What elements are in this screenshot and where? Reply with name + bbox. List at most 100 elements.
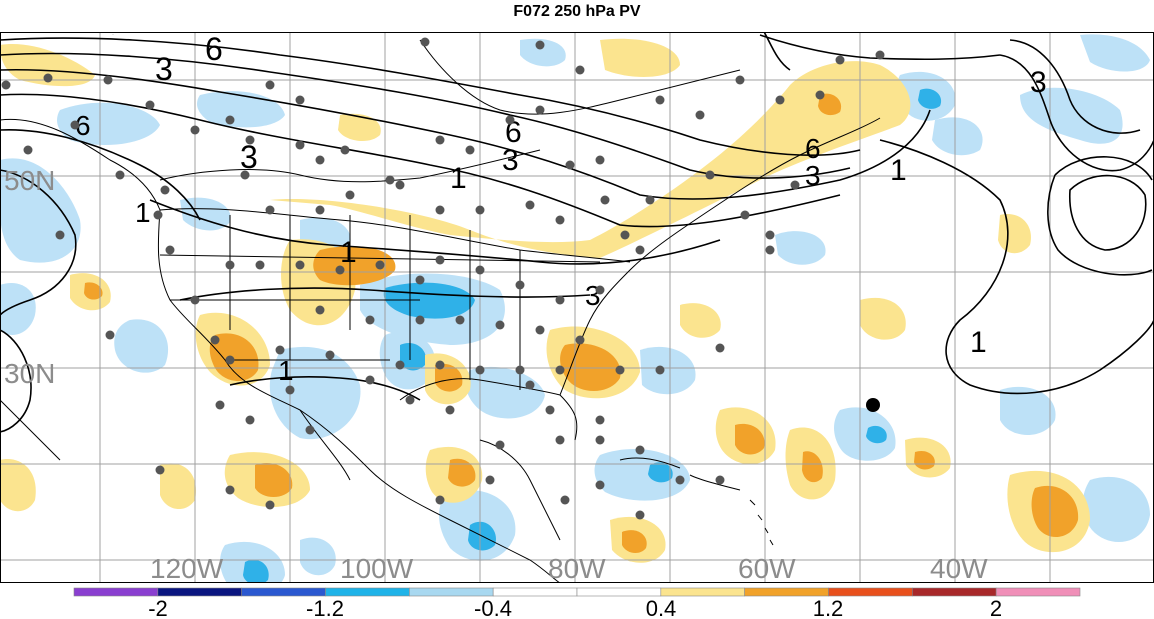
neg-anomaly-area	[640, 346, 696, 395]
pos-anomaly-core	[914, 450, 935, 470]
station-dot	[265, 205, 275, 215]
station-dot	[645, 195, 655, 205]
station-dot	[365, 375, 375, 385]
station-dot	[385, 175, 395, 185]
neg-anomaly-area	[834, 407, 896, 461]
station-dot	[875, 50, 885, 60]
pos-anomaly-core	[209, 333, 259, 382]
station-dot	[210, 335, 220, 345]
contour-label: 3	[240, 139, 258, 175]
neg-anomaly-area	[269, 346, 361, 440]
pos-anomaly-core	[802, 451, 823, 483]
station-dot	[105, 330, 115, 340]
station-dot	[615, 365, 625, 375]
pos-anomaly-core	[435, 363, 463, 392]
contour-label: 3	[805, 160, 821, 191]
station-dot	[695, 110, 705, 120]
neg-anomaly-area	[932, 117, 983, 156]
contour-label: 1	[113, 34, 114, 36]
colorbar-swatch	[409, 587, 494, 597]
lon-label: 60W	[738, 553, 796, 584]
station-dot	[535, 40, 545, 50]
station-dot	[560, 495, 570, 505]
neg-anomaly-area	[0, 283, 36, 335]
contour-label: 6	[205, 31, 223, 67]
neg-anomaly-area	[465, 366, 545, 419]
lat-label: 30N	[4, 358, 55, 389]
station-dot	[23, 145, 33, 155]
contour-label: 1	[278, 355, 294, 386]
neg-anomaly-area	[1020, 87, 1123, 144]
pv-contours	[0, 32, 1154, 433]
pos-anomaly-area	[600, 38, 680, 77]
station-dot	[153, 210, 163, 220]
station-dot	[620, 230, 630, 240]
neg-anomaly-core	[866, 425, 887, 444]
station-dot	[225, 115, 235, 125]
lon-label: 120W	[150, 553, 224, 584]
station-dot	[155, 465, 165, 475]
station-dot	[555, 435, 565, 445]
station-dot	[595, 155, 605, 165]
pos-anomaly-area	[160, 463, 196, 510]
station-dot	[315, 155, 325, 165]
station-dot	[735, 75, 745, 85]
station-dot	[395, 180, 405, 190]
contour-label: 3	[502, 144, 519, 177]
station-dot	[595, 285, 605, 295]
station-dot	[103, 75, 113, 85]
pos-anomaly-area	[860, 297, 906, 340]
station-dot	[565, 160, 575, 170]
station-dot	[1, 80, 11, 90]
station-dot	[225, 485, 235, 495]
colorbar-tick-label: -2	[148, 596, 168, 619]
station-dot	[595, 435, 605, 445]
station-dot	[555, 295, 565, 305]
station-dot	[475, 365, 485, 375]
station-dot	[495, 440, 505, 450]
station-dot	[265, 500, 275, 510]
contour-label: 3	[1030, 66, 1047, 99]
lon-label: 80W	[548, 553, 606, 584]
contour-label: 3	[155, 51, 173, 87]
contour-label: 1	[112, 34, 113, 36]
station-dot	[365, 315, 375, 325]
pos-anomaly-core	[735, 423, 765, 455]
contour-label: 3	[585, 280, 601, 311]
station-dot	[815, 90, 825, 100]
pos-anomaly-core	[313, 246, 396, 286]
station-dot	[455, 315, 465, 325]
station-dot	[715, 343, 725, 353]
station-dot	[43, 73, 53, 83]
station-dot	[555, 215, 565, 225]
neg-anomaly-area	[57, 102, 160, 145]
station-dot	[315, 305, 325, 315]
station-dot	[525, 380, 535, 390]
station-dot	[345, 190, 355, 200]
pv-shading	[0, 34, 1150, 583]
pos-anomaly-core	[448, 458, 476, 487]
colorbar-swatch	[157, 587, 242, 597]
station-dot	[600, 195, 610, 205]
station-dot	[335, 265, 345, 275]
neg-anomaly-area	[180, 197, 231, 231]
station-dot	[655, 95, 665, 105]
station-dot	[225, 355, 235, 365]
station-dot	[655, 365, 665, 375]
station-dot	[435, 255, 445, 265]
observation-stations	[1, 37, 885, 520]
station-dot	[465, 145, 475, 155]
station-dot	[445, 405, 455, 415]
station-dot	[635, 445, 645, 455]
station-dot	[295, 95, 305, 105]
neg-anomaly-area	[114, 319, 169, 373]
station-dot	[245, 415, 255, 425]
station-dot	[405, 395, 415, 405]
target-point	[866, 398, 880, 412]
colorbar-tick-label: 1.2	[813, 596, 844, 619]
contour-label: 1	[450, 162, 467, 195]
station-dot	[265, 80, 275, 90]
pos-anomaly-core	[818, 93, 842, 116]
station-dot	[305, 425, 315, 435]
station-dot	[675, 475, 685, 485]
